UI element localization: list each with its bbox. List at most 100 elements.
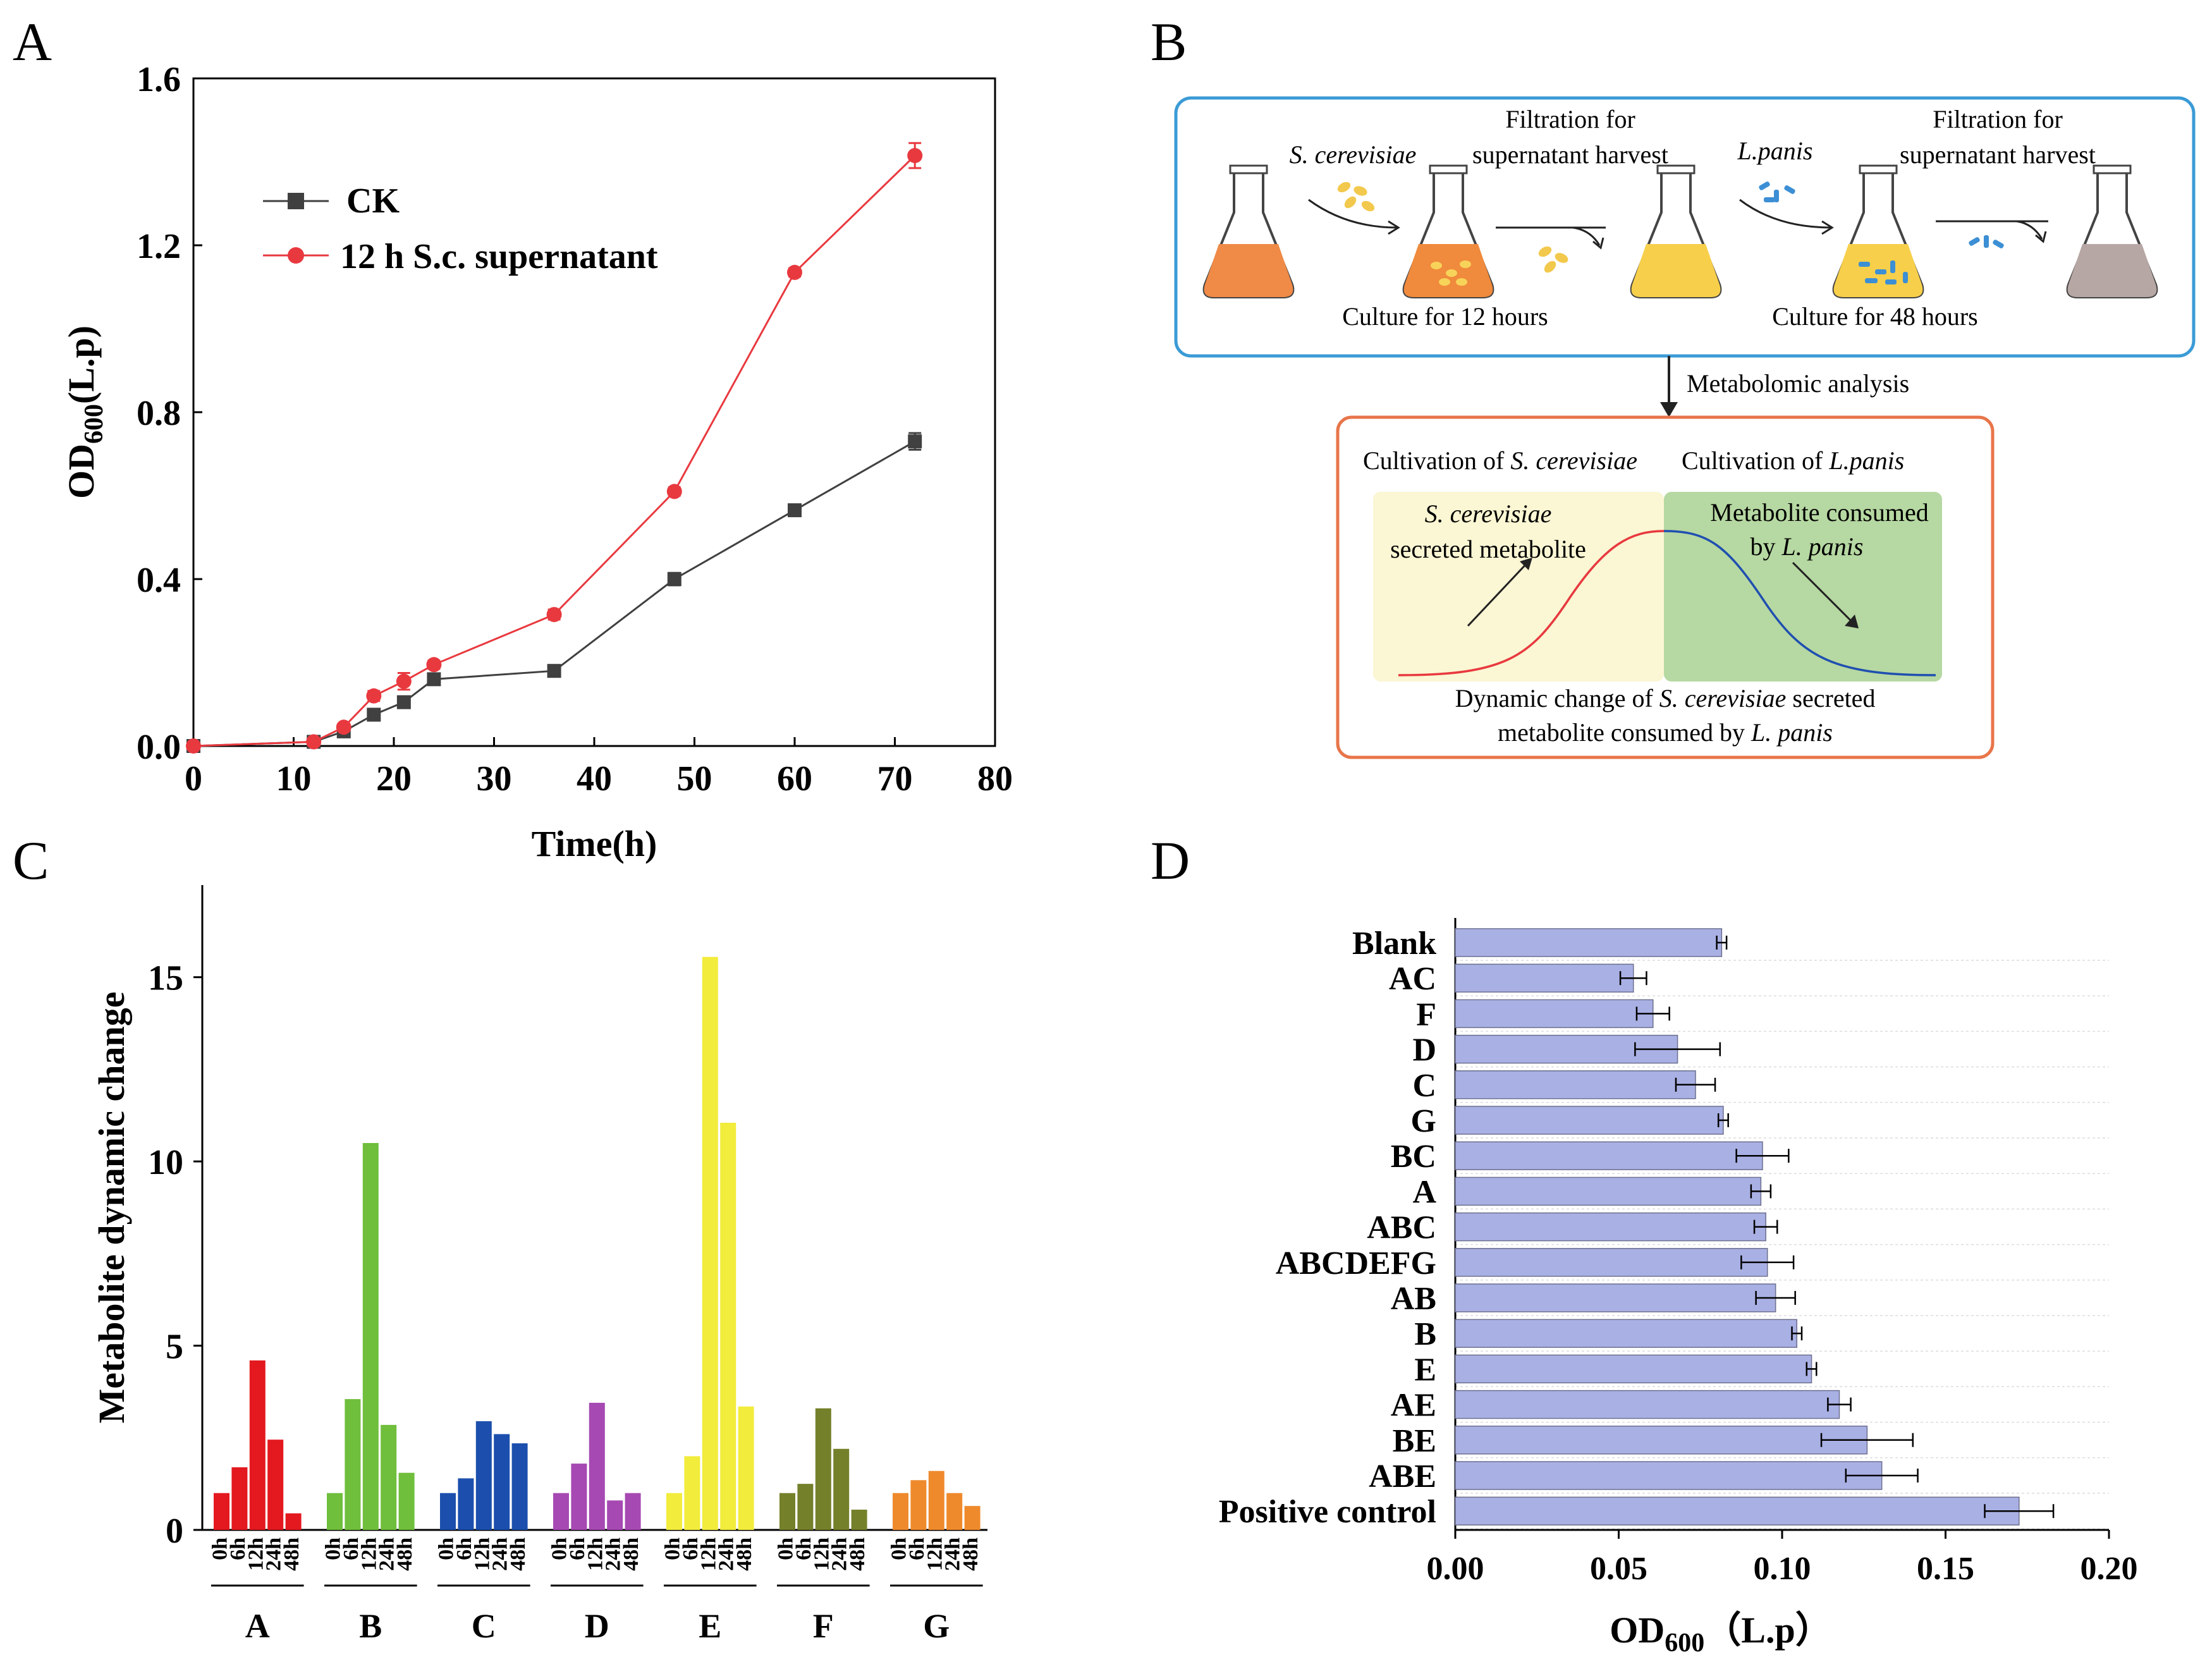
timepoint-label: 6h <box>905 1538 929 1560</box>
panel-d-horizontal-bar-chart: 0.00 0.05 0.10 0.15 0.20 BlankACFDCGBCAABCAB… <box>1219 918 2138 1658</box>
timepoint-label: 12h <box>810 1538 833 1571</box>
metabolomic-analysis-label: Metabolomic analysis <box>1687 369 1909 398</box>
bar-ae <box>1455 1390 1840 1419</box>
group-label: G <box>923 1607 950 1645</box>
category-label: E <box>1414 1352 1436 1388</box>
ck-point <box>788 503 802 518</box>
bar-E-48h <box>738 1406 754 1530</box>
cultivation-sc-header: Cultivation of S. cerevisiae <box>1363 446 1637 475</box>
dynamic-caption-line1: Dynamic change of S. cerevisiae secreted <box>1455 684 1876 712</box>
bar-A-0h <box>214 1493 229 1530</box>
y-tick-label: 1.6 <box>137 60 181 99</box>
panel-b-schematic: S. cerevisiae Filtration for supernatant… <box>1174 96 2196 759</box>
x-tick-label: 70 <box>877 759 913 798</box>
bar-B-24h <box>381 1424 397 1530</box>
bar-G-0h <box>893 1493 908 1530</box>
bar-F-0h <box>779 1493 795 1530</box>
bar-f <box>1455 999 1654 1029</box>
x-tick-label: 80 <box>977 759 1013 798</box>
group-label: D <box>585 1607 609 1645</box>
bar-C-6h <box>458 1478 474 1530</box>
ck-point <box>427 672 441 687</box>
timepoint-label: 12h <box>470 1538 494 1571</box>
category-label: B <box>1414 1316 1436 1352</box>
timepoint-label: 48h <box>393 1538 417 1571</box>
bar-D-12h <box>589 1402 605 1530</box>
timepoint-label: 12h <box>697 1538 720 1571</box>
sc-phase-region <box>1373 492 1664 682</box>
group-label: C <box>472 1607 496 1645</box>
panel-c-bars: 0h6h12h24h48hA0h6h12h24h48hB0h6h12h24h48… <box>209 957 983 1645</box>
bar-B-6h <box>345 1399 361 1530</box>
sc-cells-filtered-icon <box>1538 246 1568 273</box>
bar-e <box>1455 1354 1812 1384</box>
lp-phase-region <box>1664 492 1942 682</box>
x-tick-label: 40 <box>577 759 612 798</box>
bar-abc <box>1455 1212 1766 1242</box>
panel-a-y-ticks: 0.0 0.4 0.8 1.2 1.6 <box>137 60 202 767</box>
bar-C-0h <box>440 1493 456 1530</box>
timepoint-label: 12h <box>584 1538 607 1571</box>
timepoint-label: 24h <box>262 1538 286 1571</box>
x-tick-label: 0.15 <box>1917 1551 1974 1587</box>
workflow-box <box>1174 96 2196 358</box>
panel-d-x-ticks: 0.00 0.05 0.10 0.15 0.20 <box>1427 1530 2138 1587</box>
bar-E-24h <box>720 1122 736 1530</box>
bar-D-6h <box>571 1464 587 1530</box>
timepoint-label: 6h <box>453 1538 476 1560</box>
sc-point <box>546 607 562 623</box>
timepoint-label: 0h <box>209 1538 232 1560</box>
sc-secreted-line1: S. cerevisiae <box>1425 499 1552 528</box>
bar-B-48h <box>398 1472 415 1530</box>
panel-c-y-axis-label: Metabolite dynamic change <box>91 991 132 1423</box>
panel-a-plot-frame <box>192 77 996 747</box>
timepoint-label: 6h <box>679 1538 702 1560</box>
timepoint-label: 48h <box>959 1538 982 1571</box>
x-tick-label: 10 <box>276 759 312 798</box>
timepoint-label: 0h <box>888 1538 911 1560</box>
category-label: G <box>1411 1103 1436 1139</box>
panel-d-bars: BlankACFDCGBCAABCABCDEFGABBEAEBEABEPosit… <box>1219 926 2055 1530</box>
category-label: BC <box>1391 1139 1436 1175</box>
filtration2-line1: Filtration for <box>1933 105 2063 133</box>
bar-F-6h <box>797 1484 814 1530</box>
panel-label-a: A <box>13 11 52 72</box>
ck-point <box>367 707 381 722</box>
sc-point <box>336 719 351 735</box>
bar-C-48h <box>511 1443 528 1530</box>
sc-series-line <box>193 155 916 747</box>
group-label: F <box>813 1607 834 1645</box>
culture-12h-label: Culture for 12 hours <box>1342 302 1548 331</box>
lp-label: L.panis <box>1737 137 1813 165</box>
x-tick-label: 0.10 <box>1754 1551 1811 1587</box>
bar-C-24h <box>494 1434 510 1530</box>
ck-point <box>396 695 411 709</box>
bar-A-6h <box>231 1467 248 1530</box>
bar-B-0h <box>327 1493 343 1530</box>
consumed-line1: Metabolite consumed <box>1710 498 1928 527</box>
group-label: B <box>359 1607 382 1645</box>
bar-A-48h <box>285 1513 302 1530</box>
bar-be <box>1455 1426 1868 1455</box>
bar-a <box>1455 1177 1762 1206</box>
arrow-inoculate-lp <box>1739 199 1831 229</box>
flask-final-supernatant <box>2066 164 2158 298</box>
bar-F-48h <box>851 1509 867 1530</box>
filtration1-line2: supernatant harvest <box>1472 140 1668 169</box>
timepoint-label: 24h <box>715 1538 738 1571</box>
sc-point <box>907 148 923 164</box>
category-label: Blank <box>1352 926 1436 962</box>
bar-A-12h <box>249 1360 266 1530</box>
culture-48h-label: Culture for 48 hours <box>1772 302 1978 331</box>
timepoint-label: 6h <box>339 1538 363 1560</box>
bar-C-12h <box>475 1421 492 1530</box>
timepoint-label: 0h <box>774 1538 798 1560</box>
timepoint-label: 0h <box>322 1538 345 1560</box>
bar-positive-control <box>1455 1496 2020 1525</box>
timepoint-label: 0h <box>435 1538 458 1560</box>
category-label: AE <box>1391 1388 1436 1424</box>
flask-medium <box>1202 164 1295 298</box>
timepoint-label: 48h <box>506 1538 530 1571</box>
timepoint-label: 48h <box>620 1538 643 1571</box>
y-tick-label: 10 <box>148 1143 183 1182</box>
